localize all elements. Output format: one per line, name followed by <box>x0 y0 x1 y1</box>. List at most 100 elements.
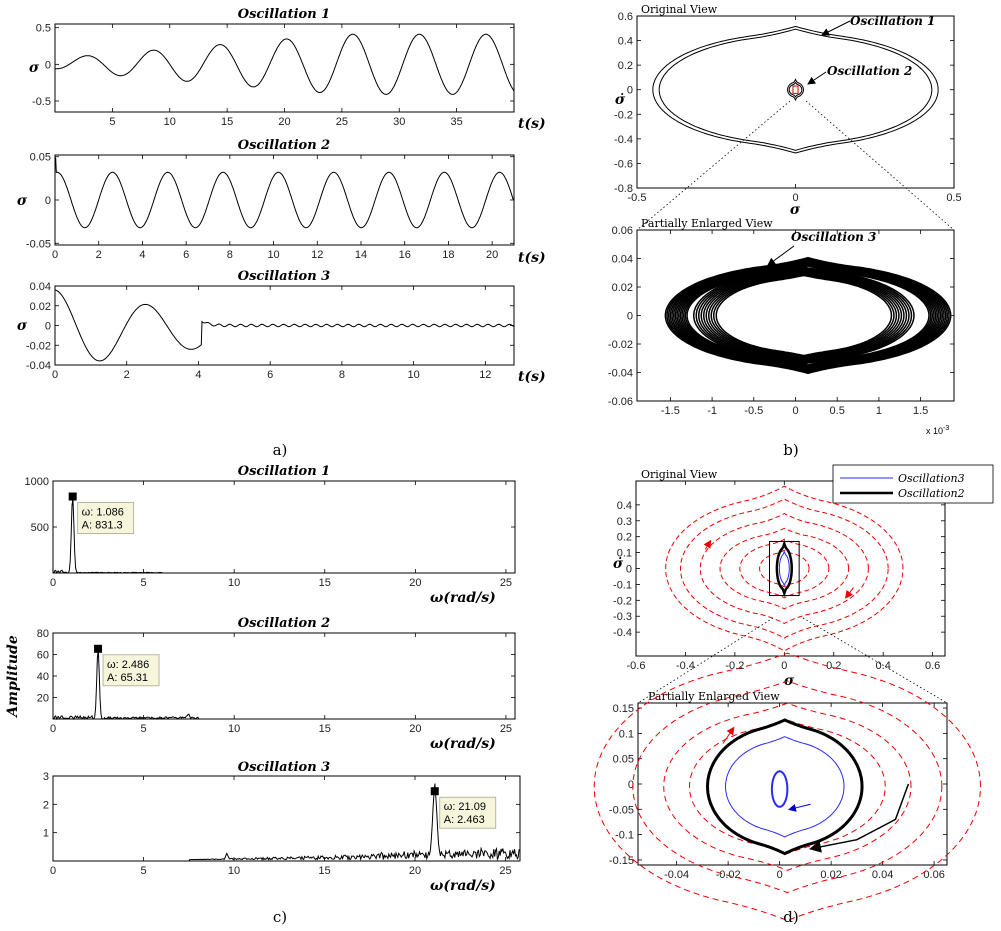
xtick-label: 35 <box>451 116 463 128</box>
flow-arrow <box>703 539 712 550</box>
title-c1: Oscillation 1 <box>238 464 330 479</box>
phase-orbit <box>705 718 864 856</box>
phase-orbit <box>652 25 939 154</box>
ytick-label: 0.15 <box>613 703 634 715</box>
plot-b2: Partially Enlarged View x 10-3 -1.5 -1 -0.… <box>608 217 955 436</box>
plot-a2: Oscillation 2 σ t(s) 0 2 4 6 8 10 12 14 16 18 20 -0… <box>17 138 546 266</box>
ticks-d1: -0.6 -0.4 -0.2 0 0.2 0.4 0.6 -0.4 -0.3 -0.2 -0.1 0 0… <box>613 481 945 672</box>
xtick-label: 30 <box>393 116 405 128</box>
ticks-d2: -0.04 -0.02 0 0.02 0.04 0.06-0.15-0.1-0.0500.… <box>609 703 947 881</box>
xtick-label: -0.5 <box>744 405 763 417</box>
xtick-label: -0.6 <box>627 660 646 672</box>
xtick-label: -0.4 <box>676 660 695 672</box>
xtick-label: 0 <box>52 249 58 261</box>
ytick-label: -0.04 <box>26 360 51 372</box>
title-a2: Oscillation 2 <box>238 138 330 153</box>
ytick-label: -0.15 <box>609 855 634 867</box>
xtick-label: -0.04 <box>664 869 689 881</box>
xtick-label: 2 <box>124 369 130 381</box>
caption-a: a) <box>273 441 288 459</box>
ytick-label: -0.4 <box>614 134 633 146</box>
xtick-label: 12 <box>311 249 323 261</box>
ytick-label: 0.02 <box>612 282 633 294</box>
xtick-label: 12 <box>479 369 491 381</box>
phase-orbit <box>710 272 898 359</box>
ytick-label: 0 <box>626 564 632 576</box>
xtick-label: 20 <box>409 865 421 877</box>
legend-d: Oscillation3 Oscillation2 <box>832 464 994 504</box>
series-c2 <box>52 650 515 721</box>
zoom-line-b-left <box>636 100 791 231</box>
title-b2: Partially Enlarged View <box>641 217 773 230</box>
ytick-label: 0.3 <box>617 516 632 528</box>
title-a3: Oscillation 3 <box>238 269 330 284</box>
arrow-osc2-b <box>807 71 827 85</box>
ytick-label: 500 <box>31 522 49 534</box>
xlabel-d1: σ <box>784 673 795 689</box>
datatip-omega: ω: 21.09 <box>444 801 486 813</box>
xtick-label: 0 <box>781 660 787 672</box>
ytick-label: 0 <box>627 311 633 323</box>
title-b1: Original View <box>641 3 718 16</box>
xtick-label: 0 <box>792 405 798 417</box>
xtick-label: 1 <box>876 405 882 417</box>
xtick-label: 0.06 <box>923 869 944 881</box>
caption-c: c) <box>273 908 287 926</box>
ytick-label: 0.4 <box>618 36 633 48</box>
xtick-label: 0.5 <box>830 405 845 417</box>
ytick-label: -0.3 <box>613 611 632 623</box>
ytick-label: -0.5 <box>32 96 51 108</box>
phase-orbit <box>739 538 830 599</box>
ticks-b2: -1.5 -1 -0.5 0 0.5 1 1.5 -0.06 -0.04 -0.02 0 0.02 0.… <box>608 225 954 417</box>
xtick-label: 25 <box>500 723 512 735</box>
plot-a1: Oscillation 1 σ t(s) 5 10 15 20 25 30 35 -0.5 0 0… <box>29 7 546 132</box>
datatip-marker <box>430 787 439 796</box>
ytick-label: -0.02 <box>608 339 633 351</box>
datatip-amp: A: 65.31 <box>107 672 148 684</box>
arrow-osc3-b <box>767 245 795 266</box>
xtick-label: 10 <box>164 116 176 128</box>
ytick-label: -0.8 <box>614 183 633 195</box>
datatip-omega: ω: 1.086 <box>82 507 124 519</box>
plot-c1: Oscillation 1 ω(rad/s) 0 5 10 15 20 25 500 1000… <box>25 464 516 606</box>
xtick-label: 25 <box>336 116 348 128</box>
xtick-label: 15 <box>318 865 330 877</box>
ytick-label: 80 <box>37 628 49 640</box>
ytick-label: -0.06 <box>608 396 633 408</box>
xtick-label: 0.4 <box>876 660 891 672</box>
ytick-label: 0 <box>627 85 633 97</box>
phase-orbit <box>715 274 893 357</box>
zoom-guides <box>636 100 955 704</box>
phase-orbit <box>593 652 982 921</box>
ytick-label: 1 <box>43 828 49 840</box>
series-c3 <box>53 783 520 862</box>
phase-orbit <box>787 78 804 102</box>
datatip-box <box>439 796 497 829</box>
phase-orbit <box>663 702 912 871</box>
phase-orbit <box>719 527 850 610</box>
ytick-label: 0.1 <box>619 728 634 740</box>
title-c3: Oscillation 3 <box>238 760 330 775</box>
ytick-label: 0.5 <box>36 23 51 35</box>
ytick-label: 0 <box>45 195 51 207</box>
plot-c2: Oscillation 2 Amplitude ω(rad/s) 0 5 10 15 2… <box>5 616 516 752</box>
xtick-label: 15 <box>319 723 331 735</box>
datatip-omega: ω: 2.486 <box>107 659 149 671</box>
zoom-box-d <box>768 540 800 597</box>
xtick-label: 5 <box>141 577 147 589</box>
phase-orbit <box>778 551 790 586</box>
xlabel-a3: t(s) <box>518 369 546 385</box>
xtick-label: 25 <box>500 577 512 589</box>
ylabel-a1: σ <box>29 60 40 76</box>
ytick-label: -0.05 <box>26 238 51 250</box>
phase-portrait-d2 <box>593 652 982 921</box>
legend-box <box>832 464 994 504</box>
xtick-label: 6 <box>267 369 273 381</box>
caption-b: b) <box>783 441 798 459</box>
series-a3 <box>54 289 515 362</box>
label-osc2-b: Oscillation 2 <box>827 64 912 78</box>
legend-label-osc2: Oscillation2 <box>898 487 965 500</box>
xtick-label: 10 <box>407 369 419 381</box>
